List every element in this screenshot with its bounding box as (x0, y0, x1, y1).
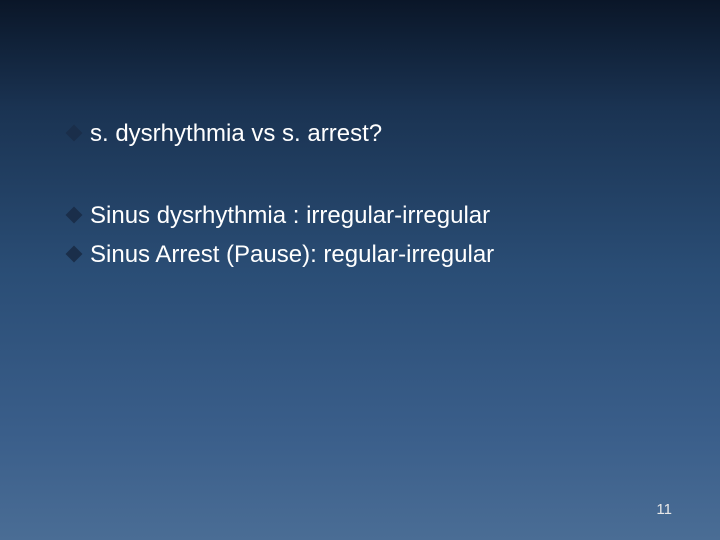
page-number: 11 (656, 501, 672, 518)
diamond-bullet-icon (66, 245, 83, 262)
bullet-text: s. dysrhythmia vs s. arrest? (90, 118, 382, 150)
bullet-text: Sinus dysrhythmia : irregular-irregular (90, 200, 490, 232)
diamond-bullet-icon (66, 207, 83, 224)
diamond-bullet-icon (66, 125, 83, 142)
bullet-item: Sinus Arrest (Pause): regular-irregular (68, 239, 680, 271)
spacer (68, 156, 680, 200)
slide-content: s. dysrhythmia vs s. arrest? Sinus dysrh… (0, 0, 720, 271)
bullet-item: s. dysrhythmia vs s. arrest? (68, 118, 680, 150)
bullet-item: Sinus dysrhythmia : irregular-irregular (68, 200, 680, 232)
bullet-text: Sinus Arrest (Pause): regular-irregular (90, 239, 494, 271)
